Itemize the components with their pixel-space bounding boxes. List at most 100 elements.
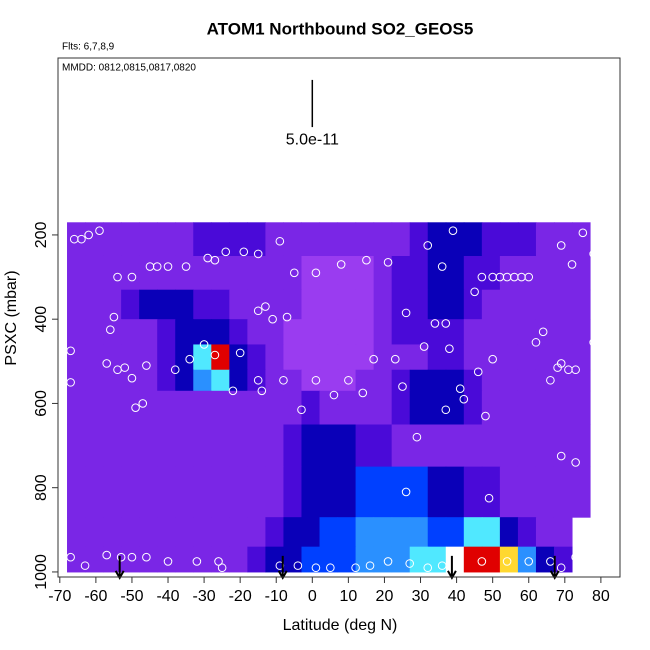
heatmap-cell — [247, 390, 266, 426]
y-tick-label: 400 — [33, 306, 50, 333]
heatmap-cell — [85, 466, 104, 518]
heatmap-cell — [319, 517, 339, 548]
heatmap-cell — [499, 222, 519, 257]
observation-point — [412, 432, 422, 442]
heatmap-cell — [193, 424, 212, 468]
heatmap-cell — [103, 319, 122, 345]
heatmap-cell — [535, 390, 555, 426]
heatmap-cell — [121, 424, 140, 468]
heatmap-cell — [373, 517, 393, 548]
heatmap-cell — [572, 319, 591, 345]
heatmap-cell — [67, 390, 86, 426]
heatmap-cell — [121, 466, 140, 518]
heatmap-cell — [499, 390, 519, 426]
observation-point — [297, 405, 306, 415]
heatmap-cell — [391, 289, 411, 320]
heatmap-cell — [499, 289, 519, 320]
heatmap-cell — [355, 369, 375, 392]
heatmap-cell — [572, 255, 591, 291]
observation-point — [142, 552, 151, 562]
heatmap-cell — [67, 222, 86, 257]
heatmap-cell — [373, 344, 393, 371]
observation-point — [152, 262, 162, 271]
heatmap-cell — [175, 517, 194, 548]
heatmap-cell — [175, 344, 194, 371]
heatmap-cell — [175, 222, 194, 257]
heatmap-cell — [373, 289, 393, 320]
heatmap-cell — [463, 390, 483, 426]
heatmap-cell — [67, 517, 86, 548]
heatmap-cell — [355, 319, 375, 345]
observation-point — [77, 234, 86, 244]
heatmap-cell — [445, 369, 465, 392]
observation-point — [481, 411, 490, 421]
heatmap-cell — [391, 390, 411, 426]
heatmap-cell — [337, 369, 357, 392]
heatmap-cell — [355, 289, 375, 320]
heatmap-cell — [427, 255, 447, 291]
observation-point — [185, 354, 194, 364]
heatmap-cell — [337, 289, 357, 320]
heatmap-cell — [103, 369, 122, 392]
heatmap-cell — [85, 344, 104, 371]
heatmap-cell — [427, 222, 447, 257]
heatmap-cell — [535, 466, 555, 518]
observation-point — [441, 319, 451, 328]
heatmap-cell — [85, 319, 104, 345]
heatmap-cell — [247, 319, 266, 345]
x-tick-label: -70 — [48, 588, 71, 605]
observation-point — [596, 338, 606, 347]
observation-point — [311, 375, 321, 385]
observation-point — [235, 348, 245, 358]
heatmap-cell — [373, 466, 393, 518]
observation-point — [437, 262, 447, 271]
observation-point — [524, 272, 534, 282]
heatmap-cell — [391, 369, 411, 392]
observation-point — [419, 342, 429, 351]
heatmap-cell — [481, 466, 501, 518]
heatmap-cell — [463, 466, 483, 518]
observation-point — [131, 403, 140, 412]
heatmap-cell — [139, 344, 158, 371]
heatmap-cell — [319, 369, 339, 392]
x-tick-label: 20 — [376, 588, 394, 605]
heatmap-cell — [553, 390, 573, 426]
heatmap-cell — [373, 319, 393, 345]
heatmap-cell — [319, 390, 339, 426]
observation-point — [221, 247, 231, 257]
heatmap-cell — [481, 390, 501, 426]
heatmap-cell — [337, 255, 357, 291]
heatmap-cell — [427, 390, 447, 426]
observation-point — [311, 268, 321, 278]
observation-point — [578, 228, 588, 238]
observation-point — [546, 375, 555, 385]
flights-label: Flts: 6,7,8,9 — [62, 42, 115, 53]
heatmap-cell — [409, 289, 429, 320]
heatmap-cell — [157, 344, 176, 371]
heatmap-cell — [283, 319, 302, 345]
observation-point — [192, 557, 202, 566]
heatmap-cell — [463, 344, 483, 371]
heatmap-cell — [229, 390, 248, 426]
heatmap-cell — [283, 390, 302, 426]
heatmap-cell — [427, 546, 447, 573]
heatmap-cell — [535, 424, 555, 468]
observation-point — [289, 268, 299, 278]
heatmap-cell — [427, 344, 447, 371]
observation-point — [217, 563, 227, 573]
heatmap-cell — [553, 424, 573, 468]
heatmap-cell — [319, 466, 339, 518]
heatmap-cell — [319, 546, 339, 573]
heatmap-cell — [517, 344, 537, 371]
heatmap-cell — [535, 319, 555, 345]
heatmap-cell — [121, 390, 140, 426]
observation-point — [423, 563, 433, 573]
heatmap-cell — [103, 546, 122, 573]
heatmap-cell — [337, 466, 357, 518]
observation-point — [477, 557, 487, 566]
observation-point — [437, 561, 447, 570]
observation-point — [199, 340, 209, 349]
heatmap-cell — [229, 289, 248, 320]
observation-point — [405, 559, 415, 568]
heatmap-cell — [337, 546, 357, 573]
